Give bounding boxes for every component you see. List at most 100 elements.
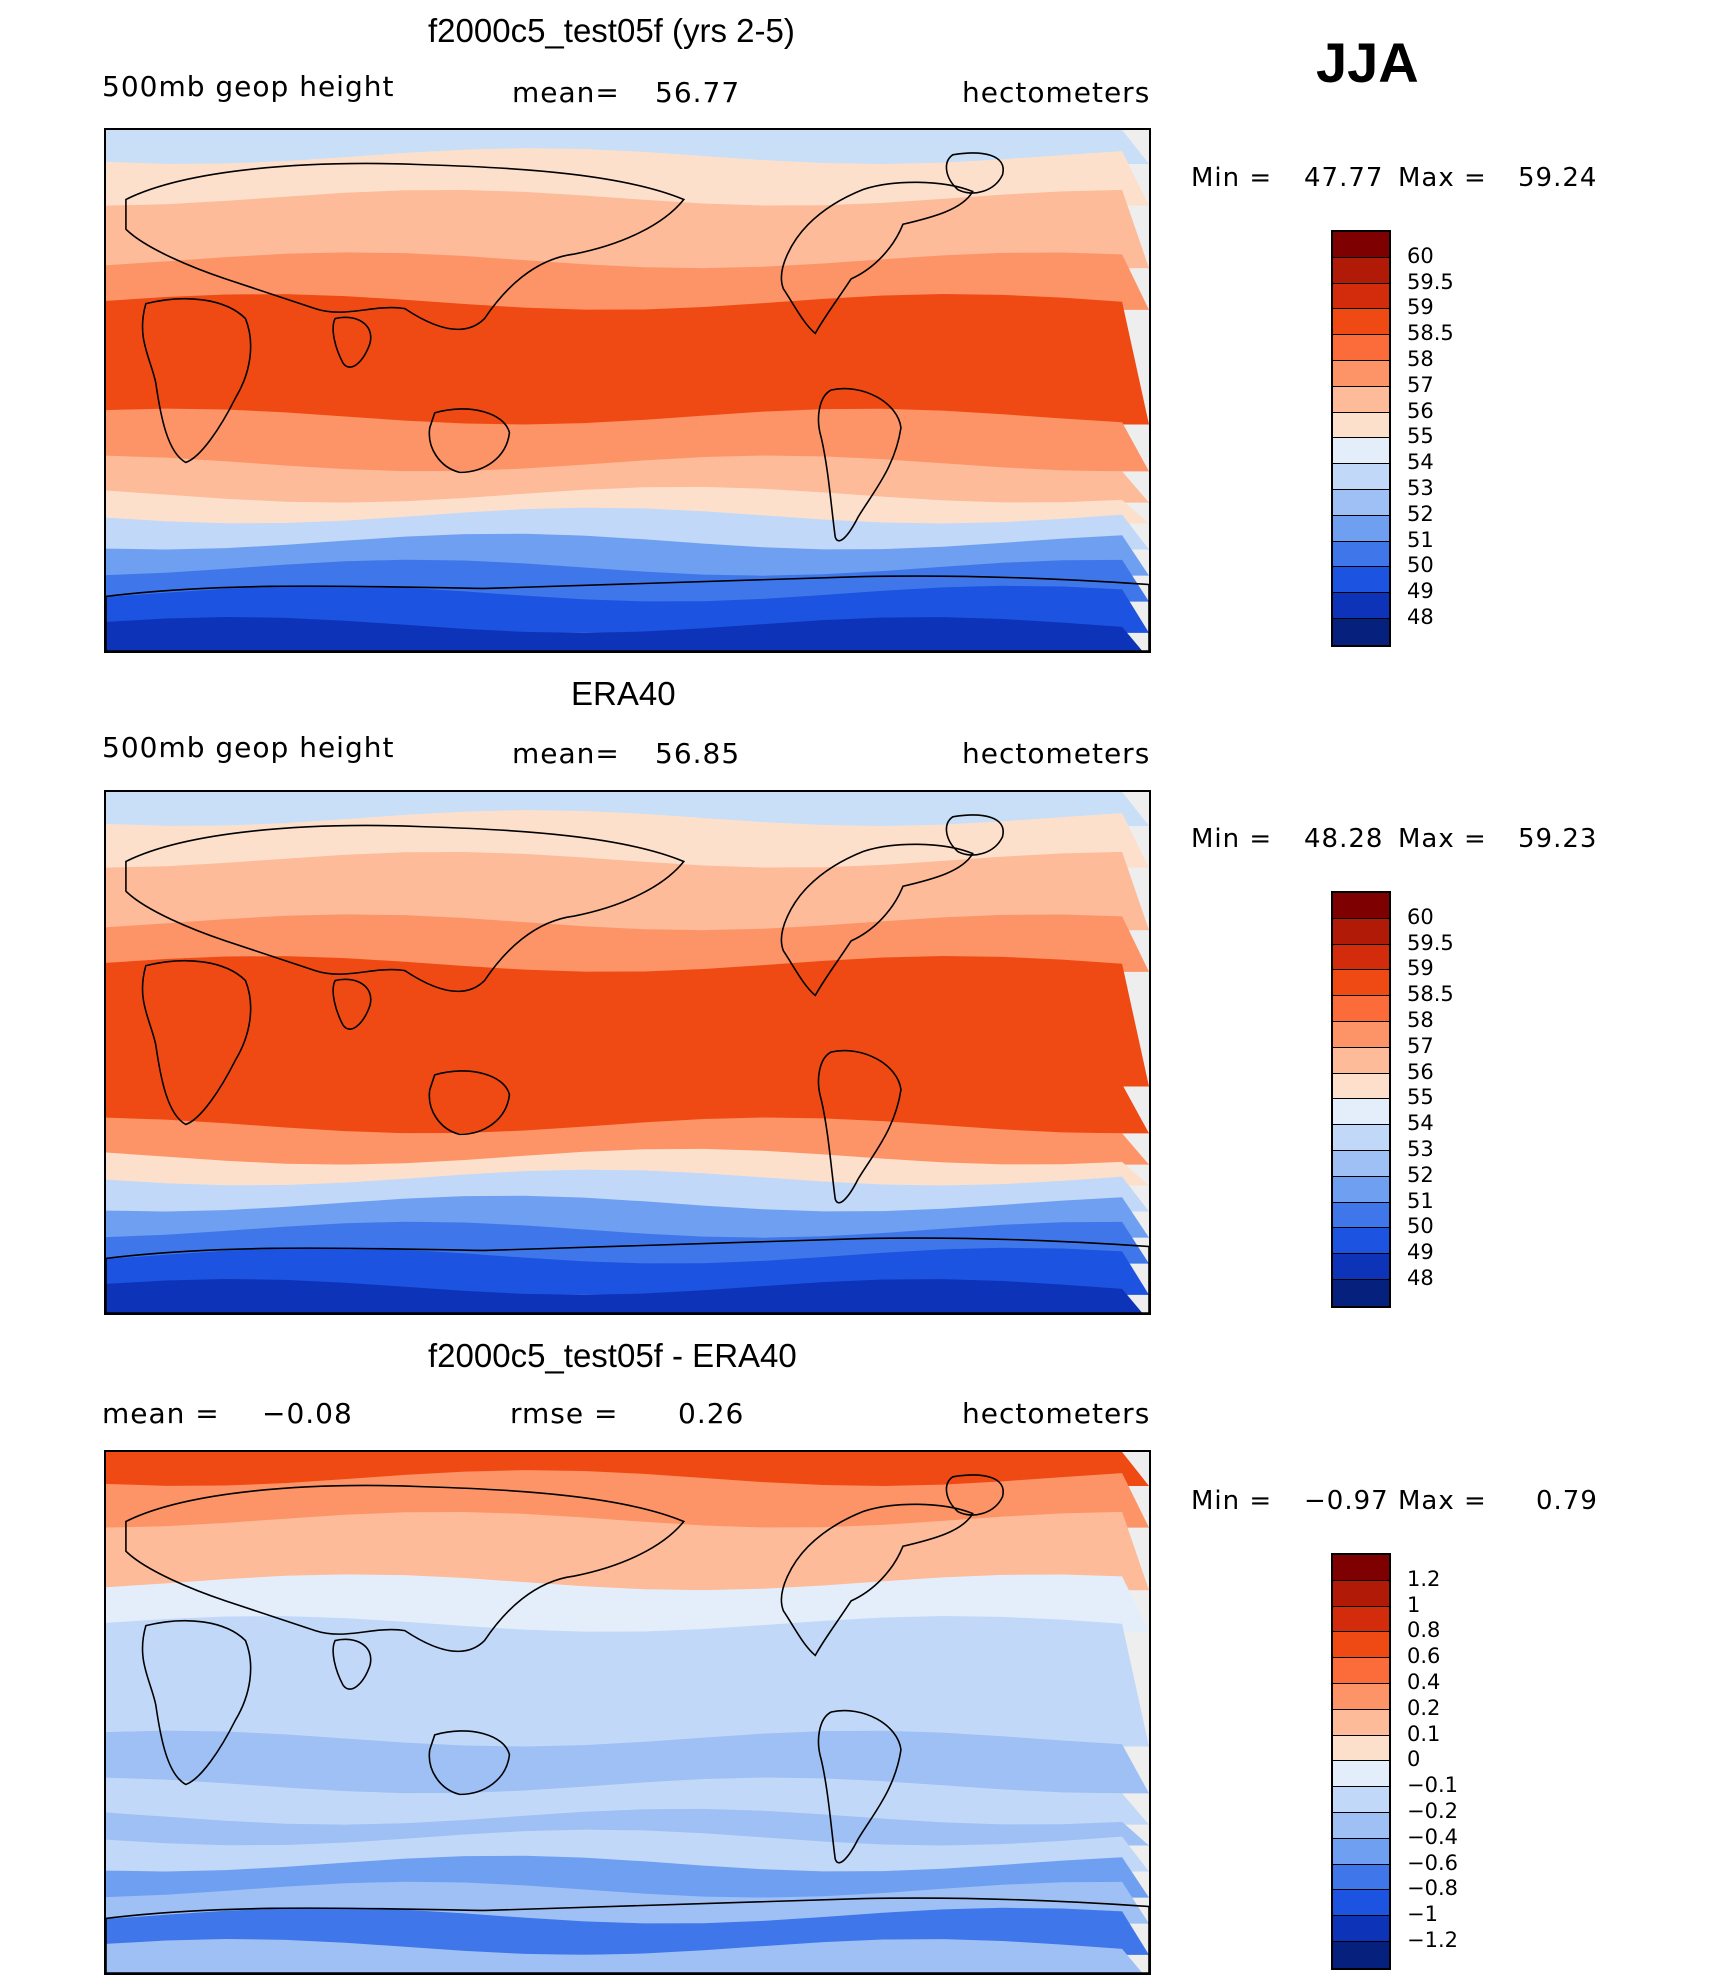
- contour-band: [106, 486, 1149, 524]
- colorbar-tick-label: 55: [1407, 1085, 1434, 1110]
- colorbar-segment: [1333, 1580, 1389, 1607]
- colorbar-tick-label: 1: [1407, 1592, 1421, 1617]
- coastline: [945, 814, 1004, 856]
- colorbar-tick-label: 49: [1407, 579, 1434, 604]
- coastline: [332, 1638, 372, 1690]
- colorbar-tick-label: −0.1: [1407, 1773, 1458, 1798]
- max-value: 59.24: [1518, 163, 1598, 193]
- units-label: hectometers: [962, 1397, 1151, 1430]
- colorbar-segment: [1333, 1228, 1389, 1255]
- max-value: 59.23: [1518, 824, 1598, 854]
- colorbar-tick-label: 60: [1407, 243, 1434, 268]
- colorbar-tick-label: 57: [1407, 1033, 1434, 1058]
- colorbar-segment: [1333, 1202, 1389, 1229]
- colorbar-segment: [1333, 1047, 1389, 1074]
- colorbar-segment: [1333, 996, 1389, 1022]
- mean-label: mean =: [102, 1397, 220, 1430]
- colorbar-tick-label: 58.5: [1407, 321, 1454, 346]
- contour-band: [106, 148, 1149, 206]
- variable-label: 500mb geop height: [102, 731, 395, 764]
- colorbar-tick-label: −0.4: [1407, 1824, 1458, 1849]
- colorbar-model: [1331, 230, 1391, 647]
- coastline: [141, 959, 252, 1126]
- colorbar-era40: [1331, 891, 1391, 1308]
- colorbar-segment: [1333, 360, 1389, 387]
- contour-band: [106, 1452, 1149, 1486]
- variable-label: 500mb geop height: [102, 70, 395, 103]
- colorbar-tick-label: 59: [1407, 956, 1434, 981]
- colorbar-tick-label: 0.6: [1407, 1644, 1441, 1669]
- contour-band: [106, 956, 1149, 1087]
- contour-band: [106, 1070, 1149, 1134]
- max-label: Max =: [1398, 824, 1487, 854]
- contour-band: [106, 792, 1149, 826]
- colorbar-tick-label: −0.6: [1407, 1850, 1458, 1875]
- colorbar-segment: [1333, 283, 1389, 310]
- mean-value: 56.77: [655, 76, 741, 109]
- contour-band: [106, 1616, 1149, 1747]
- colorbar-tick-label: 56: [1407, 398, 1434, 423]
- colorbar-segment: [1333, 1916, 1389, 1942]
- colorbar-tick-label: 52: [1407, 501, 1434, 526]
- colorbar-segment: [1333, 1658, 1389, 1684]
- colorbar-segment: [1333, 893, 1389, 919]
- contour-band: [106, 1148, 1149, 1186]
- colorbar-tick-label: 53: [1407, 1137, 1434, 1161]
- colorbar-tick-label: 57: [1407, 372, 1434, 397]
- colorbar-segment: [1333, 1150, 1389, 1177]
- coastline: [780, 1503, 974, 1657]
- colorbar-segment: [1333, 1812, 1389, 1839]
- coastline: [780, 843, 974, 997]
- panel-title: ERA40: [571, 675, 676, 712]
- colorbar-segment: [1333, 1864, 1389, 1891]
- season-label: JJA: [1316, 31, 1419, 94]
- colorbar-tick-label: 1.2: [1407, 1566, 1441, 1591]
- colorbar-segment: [1333, 944, 1389, 971]
- max-value: 0.79: [1536, 1486, 1598, 1516]
- max-label: Max =: [1398, 1486, 1487, 1516]
- colorbar-tick-label: 58: [1407, 347, 1434, 371]
- coastline: [332, 316, 372, 368]
- colorbar-tick-label: 0.4: [1407, 1670, 1441, 1694]
- mean-label: mean=: [512, 76, 620, 109]
- colorbar-tick-label: 0.2: [1407, 1695, 1441, 1720]
- coastline: [106, 1897, 1149, 1973]
- coastline: [780, 181, 974, 335]
- rmse-value: 0.26: [678, 1397, 745, 1430]
- colorbar-segment: [1333, 618, 1389, 645]
- colorbar-tick-label: 48: [1407, 605, 1434, 629]
- coastline: [106, 575, 1149, 651]
- colorbar-tick-label: 0.1: [1407, 1721, 1441, 1746]
- coastline: [945, 1474, 1004, 1516]
- colorbar-segment: [1333, 1632, 1389, 1659]
- colorbar-segment: [1333, 918, 1389, 945]
- colorbar-segment: [1333, 1683, 1389, 1710]
- colorbar-segment: [1333, 1761, 1389, 1788]
- coastline: [141, 1619, 252, 1786]
- colorbar-tick-label: 0: [1407, 1747, 1421, 1772]
- colorbar-segment: [1333, 970, 1389, 997]
- colorbar-segment: [1333, 1176, 1389, 1203]
- colorbar-segment: [1333, 1838, 1389, 1865]
- colorbar-segment: [1333, 335, 1389, 361]
- colorbar-tick-label: −1: [1407, 1902, 1438, 1927]
- colorbar-segment: [1333, 541, 1389, 568]
- panel-title: f2000c5_test05f (yrs 2-5): [428, 12, 795, 49]
- colorbar-segment: [1333, 1254, 1389, 1280]
- colorbar-segment: [1333, 464, 1389, 490]
- min-label: Min =: [1191, 1486, 1273, 1516]
- contour-band: [106, 130, 1149, 164]
- map-era40: [104, 790, 1151, 1315]
- colorbar-segment: [1333, 1021, 1389, 1048]
- colorbar-segment: [1333, 1099, 1389, 1126]
- colorbar-tick-label: 50: [1407, 1214, 1434, 1239]
- colorbar-segment: [1333, 1555, 1389, 1581]
- rmse-label: rmse =: [510, 1397, 619, 1430]
- contour-band: [106, 1808, 1149, 1846]
- coastline: [428, 1070, 511, 1136]
- map-model: [104, 128, 1151, 653]
- coastline: [817, 1709, 902, 1864]
- colorbar-segment: [1333, 257, 1389, 284]
- contour-band: [106, 1730, 1149, 1794]
- colorbar-tick-label: 59.5: [1407, 269, 1454, 294]
